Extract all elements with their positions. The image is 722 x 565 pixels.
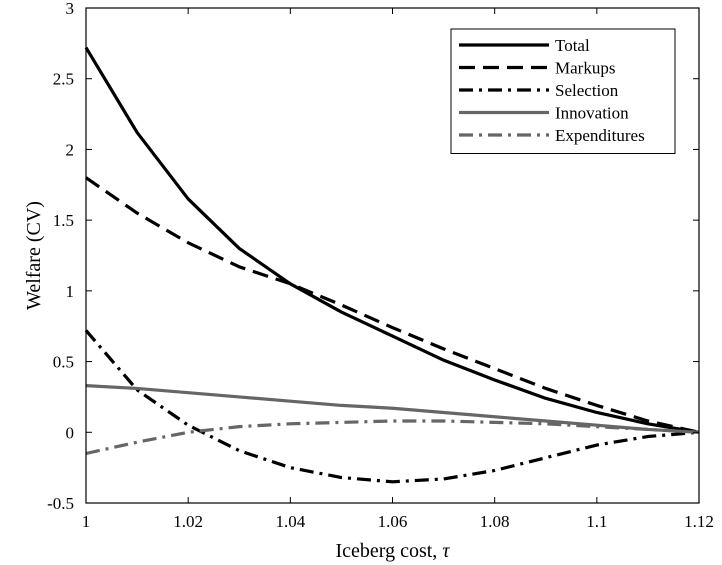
x-axis-label-symbol: τ (442, 540, 450, 562)
y-tick-label: 2 (66, 140, 75, 159)
y-tick-label: 1.5 (53, 211, 74, 230)
y-tick-label: 2.5 (53, 70, 74, 89)
x-tick-label: 1.04 (275, 512, 305, 531)
legend-label: Markups (555, 59, 615, 78)
series-line-markups (85, 176, 700, 434)
x-axis-label: Iceberg cost, τ (336, 540, 451, 562)
y-tick-label: 0 (66, 423, 75, 442)
legend: Total Markups Selection Innovation Expenditu… (450, 28, 676, 154)
y-tick-label: -0.5 (47, 494, 74, 513)
y-axis-label: Welfare (CV) (23, 201, 45, 310)
legend-label: Innovation (555, 104, 629, 123)
series-line-innovation (85, 384, 700, 434)
x-tick-label: 1.06 (378, 512, 408, 531)
x-tick-label: 1.08 (480, 512, 510, 531)
x-tick-label: 1.12 (684, 512, 714, 531)
y-tick-label: 0.5 (53, 353, 74, 372)
series-line-expenditures (85, 419, 700, 456)
y-tick-label: 1 (66, 282, 75, 301)
series-line-selection (84, 329, 700, 484)
x-tick-label: 1.02 (173, 512, 203, 531)
x-axis-label-text: Iceberg cost, (336, 540, 438, 562)
series-line-total (84, 46, 700, 434)
legend-label: Total (555, 36, 590, 55)
series-lines (84, 46, 700, 484)
y-tick-label: 3 (66, 0, 75, 18)
x-tick-label: 1 (82, 512, 91, 531)
y-axis-ticks: -0.5 0 0.5 1 1.5 2 2.5 3 (47, 0, 699, 513)
legend-label: Selection (555, 81, 619, 100)
x-axis-ticks: 1 1.02 1.04 1.06 1.08 1.1 1.12 (82, 8, 714, 531)
legend-label: Expenditures (555, 126, 645, 145)
x-tick-label: 1.1 (586, 512, 607, 531)
